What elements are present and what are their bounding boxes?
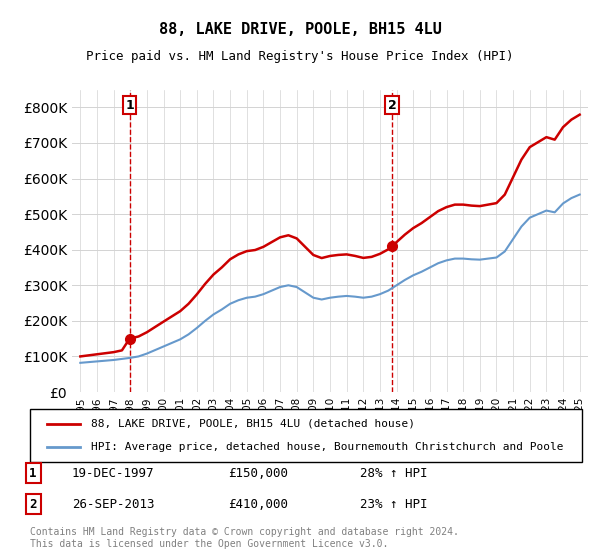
Text: 2: 2 <box>29 497 37 511</box>
Text: 19-DEC-1997: 19-DEC-1997 <box>72 466 155 480</box>
FancyBboxPatch shape <box>30 409 582 462</box>
Text: 1: 1 <box>125 99 134 111</box>
Text: 28% ↑ HPI: 28% ↑ HPI <box>360 466 427 480</box>
Text: 88, LAKE DRIVE, POOLE, BH15 4LU (detached house): 88, LAKE DRIVE, POOLE, BH15 4LU (detache… <box>91 419 415 429</box>
Text: 2: 2 <box>388 99 397 111</box>
Text: 1: 1 <box>29 466 37 480</box>
Text: 26-SEP-2013: 26-SEP-2013 <box>72 497 155 511</box>
Text: 23% ↑ HPI: 23% ↑ HPI <box>360 497 427 511</box>
Text: 88, LAKE DRIVE, POOLE, BH15 4LU: 88, LAKE DRIVE, POOLE, BH15 4LU <box>158 22 442 38</box>
Text: £150,000: £150,000 <box>228 466 288 480</box>
Text: Contains HM Land Registry data © Crown copyright and database right 2024.
This d: Contains HM Land Registry data © Crown c… <box>30 527 459 549</box>
Text: Price paid vs. HM Land Registry's House Price Index (HPI): Price paid vs. HM Land Registry's House … <box>86 50 514 63</box>
Text: £410,000: £410,000 <box>228 497 288 511</box>
Text: HPI: Average price, detached house, Bournemouth Christchurch and Poole: HPI: Average price, detached house, Bour… <box>91 442 563 452</box>
